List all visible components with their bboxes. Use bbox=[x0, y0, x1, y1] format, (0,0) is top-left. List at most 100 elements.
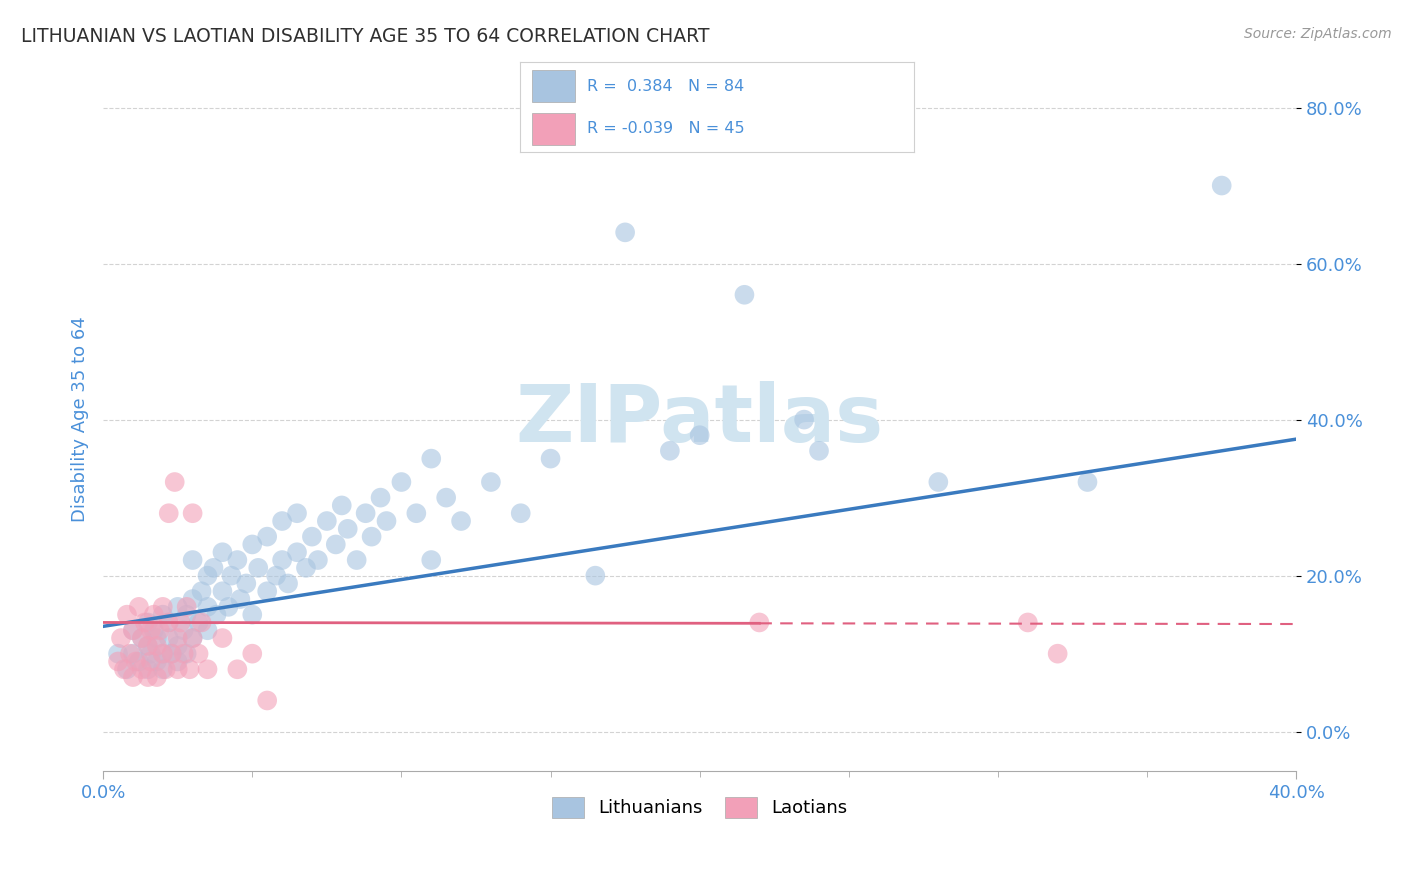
Point bbox=[226, 662, 249, 676]
Point bbox=[176, 647, 198, 661]
Point bbox=[1211, 178, 1233, 193]
Point bbox=[375, 514, 398, 528]
Point bbox=[295, 561, 318, 575]
FancyBboxPatch shape bbox=[531, 70, 575, 102]
Point bbox=[211, 631, 233, 645]
Point bbox=[509, 506, 531, 520]
Point bbox=[391, 475, 413, 489]
Point bbox=[118, 647, 141, 661]
Point bbox=[197, 599, 219, 614]
Point bbox=[173, 624, 195, 638]
Point bbox=[793, 412, 815, 426]
Point bbox=[134, 615, 156, 630]
Point bbox=[139, 655, 162, 669]
Point bbox=[149, 624, 172, 638]
Point bbox=[157, 615, 180, 630]
Point bbox=[142, 624, 165, 638]
Y-axis label: Disability Age 35 to 64: Disability Age 35 to 64 bbox=[72, 317, 89, 523]
Point bbox=[420, 451, 443, 466]
Point bbox=[190, 615, 212, 630]
Point bbox=[128, 599, 150, 614]
Text: LITHUANIAN VS LAOTIAN DISABILITY AGE 35 TO 64 CORRELATION CHART: LITHUANIAN VS LAOTIAN DISABILITY AGE 35 … bbox=[21, 27, 710, 45]
Point bbox=[155, 662, 177, 676]
Point bbox=[181, 553, 204, 567]
Point bbox=[136, 615, 159, 630]
Point bbox=[450, 514, 472, 528]
FancyBboxPatch shape bbox=[531, 113, 575, 145]
Point bbox=[240, 607, 263, 622]
Point bbox=[122, 624, 145, 638]
Point bbox=[808, 443, 831, 458]
Point bbox=[152, 647, 174, 661]
Point bbox=[927, 475, 949, 489]
Point bbox=[285, 506, 308, 520]
Point bbox=[181, 631, 204, 645]
Point bbox=[1046, 647, 1069, 661]
Point bbox=[163, 475, 186, 489]
Point bbox=[122, 624, 145, 638]
Point bbox=[136, 639, 159, 653]
Point bbox=[197, 624, 219, 638]
Text: ZIPatlas: ZIPatlas bbox=[516, 381, 884, 458]
Point bbox=[325, 537, 347, 551]
Point bbox=[748, 615, 770, 630]
Point bbox=[142, 607, 165, 622]
Point bbox=[271, 514, 294, 528]
Point bbox=[152, 607, 174, 622]
Point bbox=[658, 443, 681, 458]
Point bbox=[420, 553, 443, 567]
Point bbox=[139, 624, 162, 638]
Point bbox=[181, 592, 204, 607]
Point bbox=[170, 615, 193, 630]
Point bbox=[160, 647, 183, 661]
Point bbox=[271, 553, 294, 567]
Point bbox=[370, 491, 392, 505]
Point bbox=[583, 568, 606, 582]
Point bbox=[187, 615, 209, 630]
Point bbox=[179, 662, 201, 676]
Point bbox=[157, 615, 180, 630]
Point bbox=[110, 631, 132, 645]
Point bbox=[197, 568, 219, 582]
Point bbox=[240, 647, 263, 661]
Point bbox=[131, 631, 153, 645]
Point bbox=[197, 662, 219, 676]
Point bbox=[146, 655, 169, 669]
Point bbox=[689, 428, 711, 442]
Point bbox=[733, 287, 755, 301]
Point bbox=[235, 576, 257, 591]
Point bbox=[614, 225, 637, 239]
Point bbox=[202, 561, 225, 575]
Point bbox=[346, 553, 368, 567]
Text: R = -0.039   N = 45: R = -0.039 N = 45 bbox=[588, 121, 745, 136]
Point bbox=[205, 607, 228, 622]
Point bbox=[122, 647, 145, 661]
Point bbox=[152, 647, 174, 661]
Point bbox=[128, 655, 150, 669]
Point bbox=[247, 561, 270, 575]
Point bbox=[217, 599, 239, 614]
Point bbox=[173, 647, 195, 661]
Point bbox=[115, 607, 138, 622]
Point bbox=[264, 568, 287, 582]
Point bbox=[256, 530, 278, 544]
Point bbox=[226, 553, 249, 567]
Point bbox=[434, 491, 457, 505]
Point bbox=[136, 670, 159, 684]
Point bbox=[122, 670, 145, 684]
Point bbox=[157, 631, 180, 645]
Point bbox=[115, 662, 138, 676]
Point bbox=[315, 514, 337, 528]
Point bbox=[152, 599, 174, 614]
Point bbox=[136, 662, 159, 676]
Point bbox=[479, 475, 502, 489]
Point bbox=[136, 639, 159, 653]
Text: R =  0.384   N = 84: R = 0.384 N = 84 bbox=[588, 78, 744, 94]
Point bbox=[166, 599, 188, 614]
Point bbox=[307, 553, 329, 567]
Point bbox=[256, 584, 278, 599]
Point bbox=[211, 545, 233, 559]
Point bbox=[1017, 615, 1039, 630]
Point bbox=[181, 631, 204, 645]
Point bbox=[187, 647, 209, 661]
